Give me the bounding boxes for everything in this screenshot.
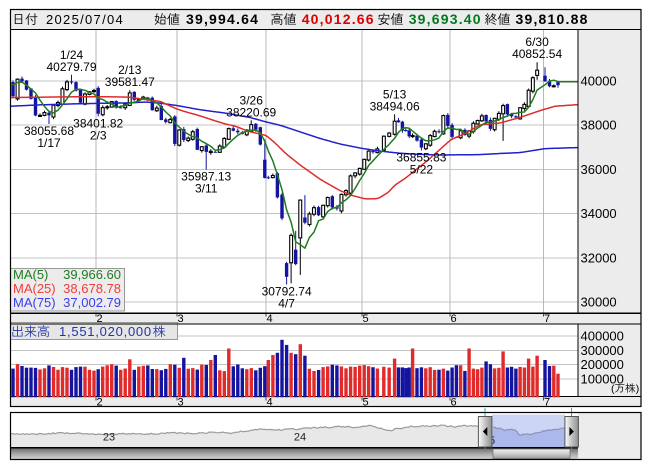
svg-text:3: 3 <box>177 396 183 408</box>
svg-text:30000: 30000 <box>581 295 617 310</box>
svg-text:2: 2 <box>96 396 102 408</box>
svg-text:1/17: 1/17 <box>37 136 61 150</box>
svg-text:4: 4 <box>266 313 272 325</box>
svg-text:38401.82: 38401.82 <box>73 116 123 130</box>
svg-text:6/30: 6/30 <box>525 35 549 49</box>
svg-text:35987.13: 35987.13 <box>181 170 231 184</box>
svg-text:39,810.88: 39,810.88 <box>516 11 589 27</box>
svg-text:23: 23 <box>103 432 115 444</box>
svg-text:38055.68: 38055.68 <box>24 124 74 138</box>
svg-text:34000: 34000 <box>581 206 617 221</box>
svg-text:32000: 32000 <box>581 250 617 265</box>
svg-text:200000: 200000 <box>581 357 624 372</box>
svg-text:1,551,020,000: 1,551,020,000 <box>59 324 152 339</box>
svg-text:6: 6 <box>450 396 456 408</box>
svg-text:38000: 38000 <box>581 118 617 133</box>
svg-text:3: 3 <box>177 313 183 325</box>
svg-text:38494.06: 38494.06 <box>370 99 420 113</box>
svg-text:38220.69: 38220.69 <box>226 105 276 119</box>
svg-text:): ) <box>636 383 640 395</box>
svg-text:40279.79: 40279.79 <box>46 60 96 74</box>
svg-text:7: 7 <box>544 313 550 325</box>
svg-text:1/24: 1/24 <box>60 48 84 62</box>
svg-text:37,002.79: 37,002.79 <box>63 295 121 310</box>
svg-text:2: 2 <box>96 313 102 325</box>
svg-text:39,994.64: 39,994.64 <box>186 11 259 27</box>
svg-text:6: 6 <box>450 313 456 325</box>
svg-text:MA(25): MA(25) <box>13 281 56 296</box>
svg-text:100000: 100000 <box>581 372 624 387</box>
svg-text:39581.47: 39581.47 <box>105 75 155 89</box>
svg-text:2025/07/04: 2025/07/04 <box>46 12 124 27</box>
svg-text:30792.74: 30792.74 <box>262 285 312 299</box>
svg-text:39,966.60: 39,966.60 <box>63 267 121 282</box>
svg-text:36855.83: 36855.83 <box>396 151 446 165</box>
svg-text:300000: 300000 <box>581 343 624 358</box>
svg-text:3/26: 3/26 <box>240 93 264 107</box>
svg-text:3/11: 3/11 <box>195 182 218 196</box>
svg-text:5/13: 5/13 <box>383 87 407 101</box>
svg-text:5/22: 5/22 <box>410 163 434 177</box>
svg-text:4/7: 4/7 <box>278 297 295 311</box>
svg-text:400000: 400000 <box>581 328 624 343</box>
svg-text:7: 7 <box>544 396 550 408</box>
svg-text:2/13: 2/13 <box>118 63 142 77</box>
svg-text:5: 5 <box>362 313 368 325</box>
svg-text:39,693.40: 39,693.40 <box>409 11 482 27</box>
svg-text:40000: 40000 <box>581 74 617 89</box>
svg-text:5: 5 <box>362 396 368 408</box>
svg-text:38,678.78: 38,678.78 <box>63 281 121 296</box>
svg-text:4: 4 <box>266 396 272 408</box>
svg-text:40,012.66: 40,012.66 <box>302 11 375 27</box>
svg-text:2/3: 2/3 <box>90 128 107 142</box>
svg-text:24: 24 <box>294 432 306 444</box>
svg-text:(: ( <box>611 383 615 395</box>
svg-text:MA(75): MA(75) <box>13 295 56 310</box>
svg-text:40852.54: 40852.54 <box>512 47 562 61</box>
svg-text:MA(5): MA(5) <box>13 267 48 282</box>
svg-text:36000: 36000 <box>581 162 617 177</box>
